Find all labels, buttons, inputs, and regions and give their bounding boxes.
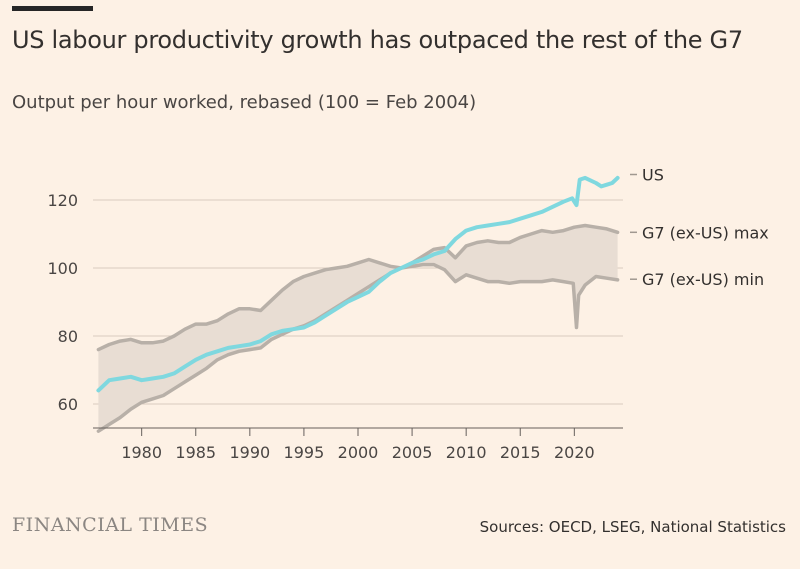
- y-axis: 60 80 100 120: [47, 191, 78, 414]
- source-note: Sources: OECD, LSEG, National Statistics: [479, 518, 786, 536]
- chart-subtitle: Output per hour worked, rebased (100 = F…: [12, 92, 477, 113]
- g7-band: [98, 225, 618, 432]
- top-accent-bar: [12, 6, 93, 11]
- us-line: [96, 175, 620, 393]
- chart-area: 1980 1985 1990 1995 2000 2005 2010 2015 2020 60 8…: [47, 166, 769, 463]
- y-tick-label: 100: [47, 259, 78, 278]
- end-labels: US G7 (ex-US) max G7 (ex-US) min: [630, 166, 769, 289]
- g7-min-line: [96, 262, 620, 433]
- g7-range-band: [98, 225, 618, 432]
- y-tick-label: 120: [47, 191, 78, 210]
- x-tick-label: 2015: [500, 443, 541, 462]
- x-tick-label: 2005: [392, 443, 433, 462]
- x-tick-label: 1980: [121, 443, 162, 462]
- x-tick-label: 1990: [229, 443, 270, 462]
- x-tick-label: 1985: [175, 443, 216, 462]
- x-tick-label: 2020: [554, 443, 595, 462]
- x-tick-label: 1995: [284, 443, 325, 462]
- y-tick-label: 80: [58, 327, 78, 346]
- end-label-1: G7 (ex-US) max: [642, 223, 769, 242]
- chart-title: US labour productivity growth has outpac…: [12, 26, 743, 54]
- x-tick-label: 2010: [446, 443, 487, 462]
- series-lines: [96, 175, 620, 433]
- end-label-0: US: [642, 166, 664, 185]
- ft-logo: FINANCIAL TIMES: [12, 514, 209, 536]
- x-axis: 1980 1985 1990 1995 2000 2005 2010 2015 2020: [93, 427, 623, 462]
- x-tick-label: 2000: [338, 443, 379, 462]
- y-tick-label: 60: [58, 395, 78, 414]
- g7-max-line: [96, 223, 620, 352]
- end-label-2: G7 (ex-US) min: [642, 270, 764, 289]
